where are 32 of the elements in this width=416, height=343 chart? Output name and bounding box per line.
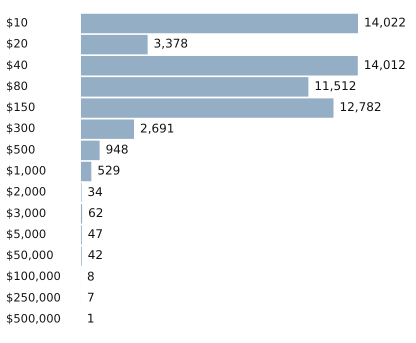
y-tick-label: $500,000: [6, 312, 61, 326]
y-tick-label: $50,000: [6, 248, 54, 262]
data-label: 2,691: [140, 121, 174, 136]
y-tick-label: $3,000: [6, 206, 46, 220]
y-tick-label: $250,000: [6, 290, 61, 304]
bar: [80, 162, 92, 182]
y-tick-label: $100,000: [6, 269, 61, 284]
data-label: 34: [88, 184, 103, 199]
data-label: 12,782: [339, 100, 382, 114]
data-label: 948: [106, 142, 129, 156]
data-label: 7: [87, 290, 95, 305]
data-label: 47: [88, 227, 104, 242]
y-tick-label: $300: [6, 121, 36, 136]
data-label: 14,012: [364, 58, 406, 72]
data-label: 529: [97, 164, 120, 178]
y-tick-label: $2,000: [6, 184, 46, 199]
y-tick-label: $40: [6, 58, 28, 72]
y-tick-label: $5,000: [6, 226, 46, 241]
data-label: 14,022: [364, 16, 406, 30]
data-label: 42: [88, 248, 103, 262]
y-tick-label: $1,000: [6, 163, 46, 178]
data-label: 62: [88, 206, 104, 220]
data-label: 3,378: [154, 36, 188, 51]
data-label: 1: [86, 312, 95, 326]
y-tick-label: $150: [6, 100, 36, 114]
bar: [80, 14, 358, 34]
y-tick-label: $10: [6, 15, 28, 30]
y-tick-label: $80: [6, 78, 28, 93]
y-tick-label: $20: [6, 36, 28, 51]
data-label: 11,512: [314, 79, 356, 94]
y-tick-label: $500: [6, 142, 36, 156]
data-label: 8: [87, 269, 95, 284]
